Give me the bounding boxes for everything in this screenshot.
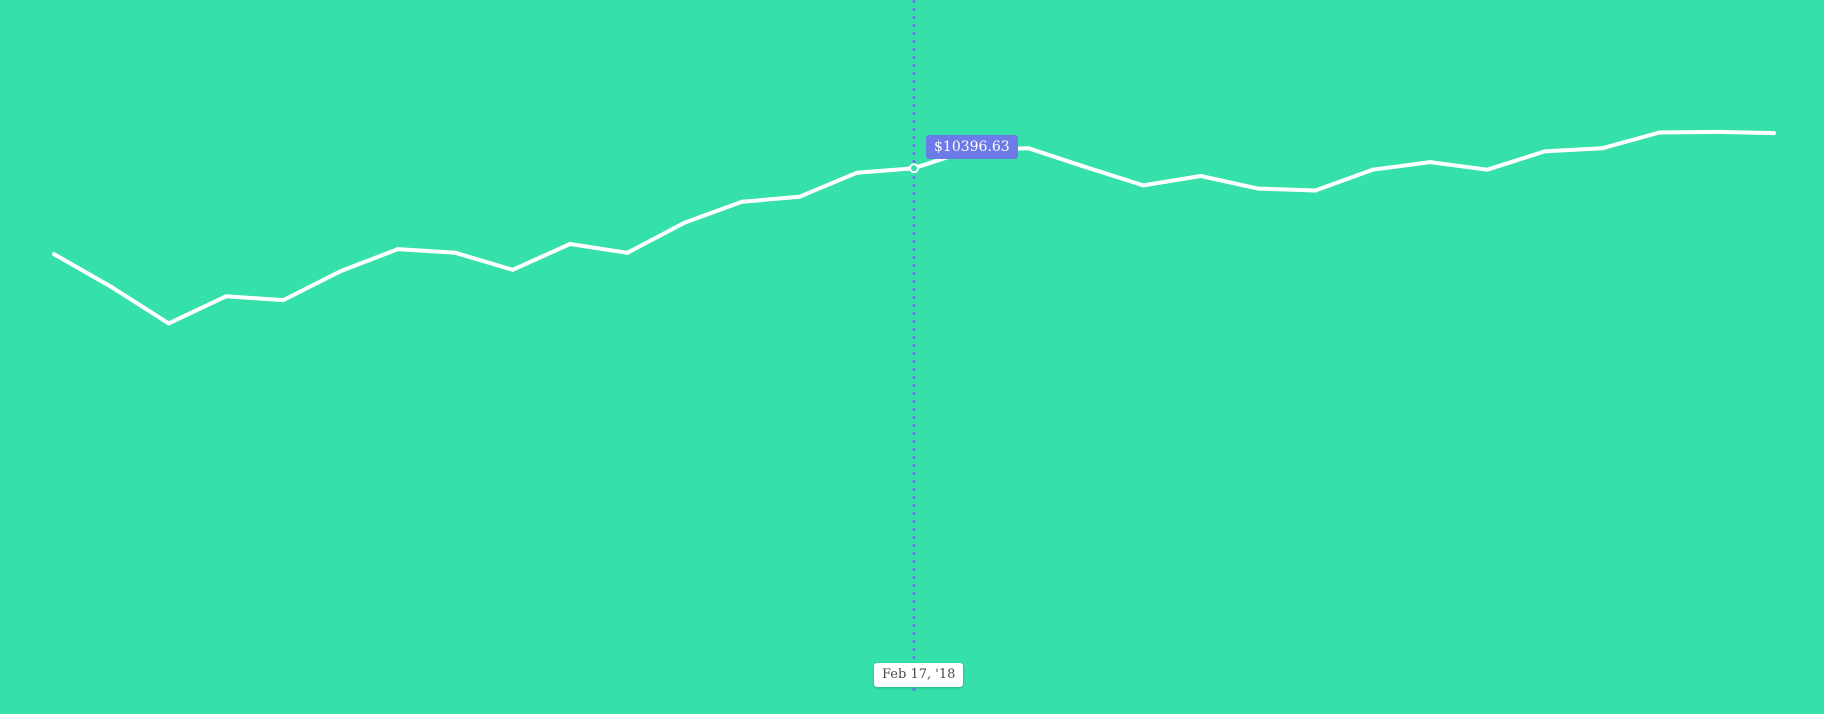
line-segment — [510, 242, 572, 272]
line-segment — [1485, 149, 1547, 172]
line-segment — [1256, 186, 1318, 193]
line-segment — [1084, 165, 1146, 188]
line-segment — [1026, 146, 1088, 170]
line-segment — [1313, 167, 1375, 193]
line-segment — [1370, 160, 1432, 172]
line-segment — [682, 199, 744, 225]
line-segment — [396, 247, 458, 255]
hover-point[interactable] — [909, 163, 919, 174]
line-segment — [740, 194, 802, 204]
line-segment — [224, 294, 286, 303]
marker-layer — [909, 163, 919, 174]
line-segment — [52, 252, 114, 289]
line-segment — [1542, 146, 1604, 154]
line-segment — [281, 269, 343, 303]
line-segment — [338, 247, 400, 274]
line-segment — [625, 220, 687, 255]
date-tooltip: Feb 17, '18 — [874, 663, 964, 687]
line-segment — [453, 250, 515, 272]
series-layer — [52, 129, 1776, 326]
line-segment — [166, 294, 228, 326]
line-segment — [568, 242, 630, 255]
line-segment — [1428, 160, 1490, 172]
line-segment — [1198, 174, 1260, 191]
line-segment — [1657, 129, 1719, 135]
line-segment — [1600, 130, 1662, 151]
line-segment — [1141, 174, 1203, 188]
line-segment — [109, 284, 171, 326]
value-tooltip: $10396.63 — [926, 135, 1018, 159]
line-segment — [854, 166, 916, 175]
line-segment — [797, 170, 859, 199]
line-segment — [1714, 129, 1776, 136]
